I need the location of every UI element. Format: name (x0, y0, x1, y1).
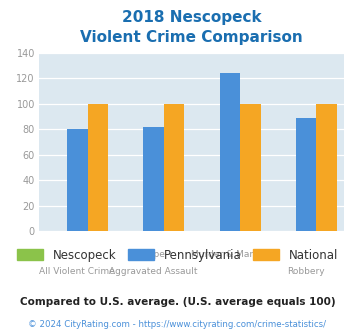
Bar (219, 73, 240, 231)
Bar (67, 129, 88, 231)
Text: Compared to U.S. average. (U.S. average equals 100): Compared to U.S. average. (U.S. average … (20, 297, 335, 307)
Text: Aggravated Assault: Aggravated Assault (109, 267, 198, 276)
Text: © 2024 CityRating.com - https://www.cityrating.com/crime-statistics/: © 2024 CityRating.com - https://www.city… (28, 320, 327, 329)
Text: Rape: Rape (142, 250, 165, 259)
Bar (88, 104, 108, 231)
Text: All Violent Crime: All Violent Crime (39, 267, 115, 276)
Text: Murder & Mans...: Murder & Mans... (191, 250, 268, 259)
Bar (296, 118, 317, 231)
Bar (317, 104, 337, 231)
Text: Robbery: Robbery (288, 267, 325, 276)
Bar (164, 104, 185, 231)
Bar (143, 127, 164, 231)
Bar (240, 104, 261, 231)
Legend: Nescopeck, Pennsylvania, National: Nescopeck, Pennsylvania, National (12, 244, 343, 266)
Title: 2018 Nescopeck
Violent Crime Comparison: 2018 Nescopeck Violent Crime Comparison (80, 10, 303, 45)
